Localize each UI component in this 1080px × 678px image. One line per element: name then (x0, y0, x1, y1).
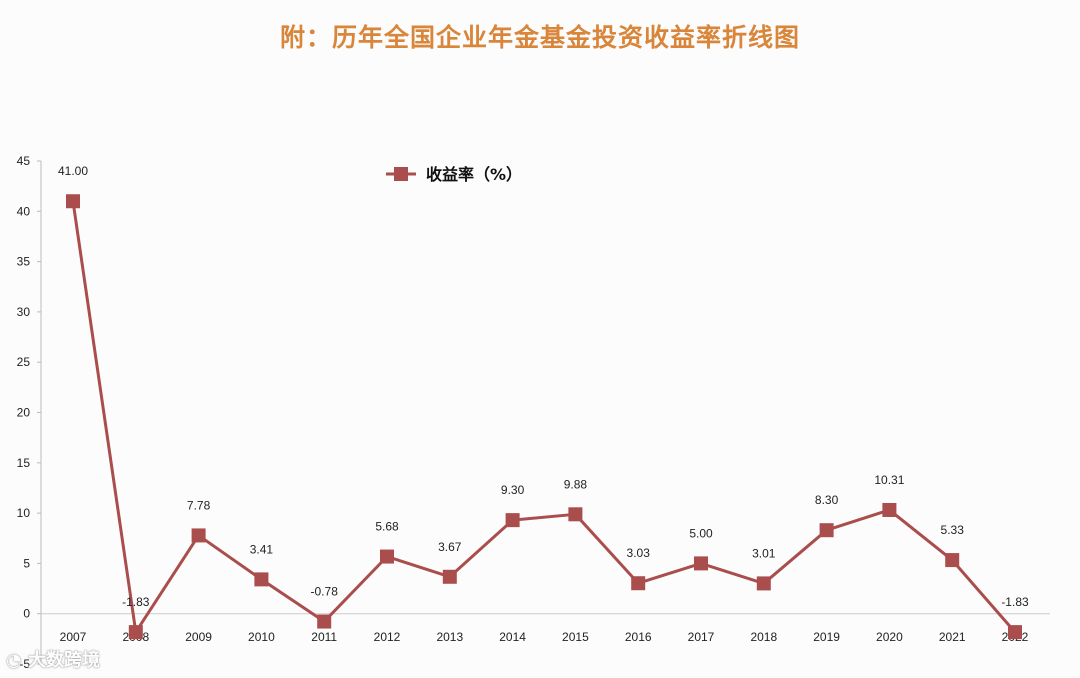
y-tick-label: 30 (17, 305, 31, 319)
x-tick-label: 2014 (499, 630, 526, 644)
y-tick-label: 20 (17, 406, 31, 420)
data-point (66, 194, 80, 209)
data-point (756, 576, 771, 591)
x-tick-label: 2021 (939, 630, 966, 644)
data-point (694, 556, 708, 571)
data-point (505, 513, 520, 528)
data-point (128, 625, 143, 640)
x-tick-label: 2007 (60, 630, 87, 644)
y-tick-label: 15 (17, 456, 31, 470)
data-label: 8.30 (815, 493, 839, 507)
x-tick-label: 2009 (185, 630, 212, 644)
data-point (568, 507, 583, 522)
data-label: 3.01 (752, 546, 776, 560)
data-label: 3.03 (627, 546, 651, 560)
y-tick-label: 45 (17, 154, 31, 168)
data-label: -0.78 (311, 585, 339, 599)
data-point (442, 569, 457, 584)
x-tick-label: 2019 (813, 630, 840, 644)
data-label: 3.41 (250, 542, 274, 556)
x-tick-label: 2011 (311, 630, 337, 644)
x-tick-label: 2020 (876, 630, 903, 644)
data-label: 3.67 (438, 540, 462, 554)
data-point (191, 528, 206, 543)
data-point (317, 614, 332, 629)
data-point (945, 553, 960, 568)
data-point (631, 576, 646, 591)
data-point (882, 502, 897, 517)
x-tick-label: 2010 (248, 630, 275, 644)
legend-label: 收益率（%） (426, 165, 522, 184)
x-tick-label: 2015 (562, 630, 589, 644)
series-line (71, 201, 1017, 634)
data-label: 7.78 (187, 498, 211, 512)
data-label: 41.00 (58, 164, 88, 178)
data-label: 10.31 (874, 473, 904, 487)
data-point (819, 523, 834, 538)
legend-marker (394, 167, 408, 181)
watermark-logo-icon: ◔ (6, 650, 22, 671)
y-tick-label: -5 (19, 657, 30, 671)
watermark-text: 大数跨境 (28, 650, 100, 671)
y-tick-label: 25 (17, 355, 31, 369)
data-label: 5.33 (941, 523, 965, 537)
y-tick-label: 35 (17, 255, 31, 269)
x-tick-label: 2018 (750, 630, 777, 644)
data-point (1008, 625, 1022, 640)
data-label: -1.83 (122, 595, 150, 609)
data-label: -1.83 (1001, 595, 1029, 609)
data-point (254, 572, 269, 587)
x-tick-label: 2012 (374, 630, 401, 644)
y-tick-label: 0 (23, 607, 30, 621)
y-tick-label: 40 (17, 204, 31, 218)
data-label: 9.30 (501, 483, 525, 497)
page-title: 附：历年全国企业年金基金投资收益率折线图 (279, 23, 800, 52)
data-label: 9.88 (564, 477, 588, 491)
x-tick-label: 2013 (436, 630, 463, 644)
y-tick-label: 10 (17, 506, 31, 520)
y-tick-label: 5 (23, 556, 30, 570)
data-label: 5.00 (689, 526, 713, 540)
x-tick-label: 2016 (625, 630, 652, 644)
data-label: 5.68 (375, 520, 399, 534)
x-tick-label: 2017 (688, 630, 715, 644)
data-point (380, 549, 394, 564)
watermark: ◔ 大数跨境 (6, 646, 100, 672)
